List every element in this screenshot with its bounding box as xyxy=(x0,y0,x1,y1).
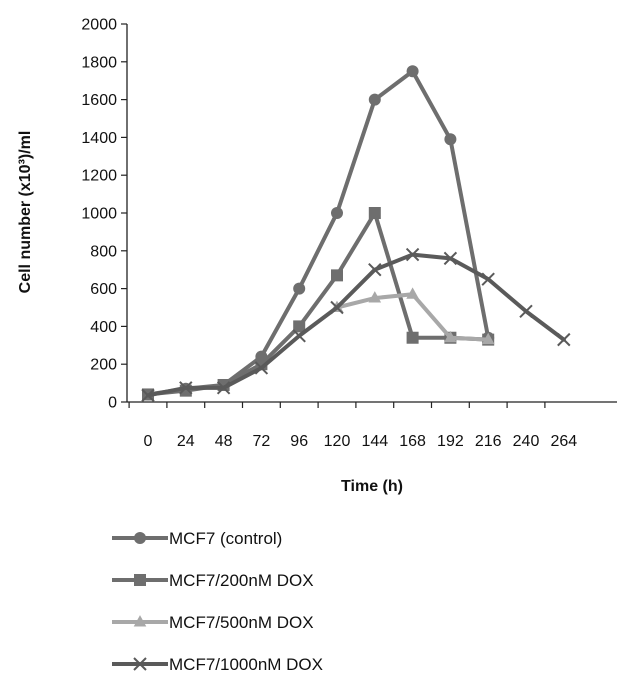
data-point xyxy=(254,361,269,375)
legend-marker xyxy=(133,657,147,671)
legend-item: MCF7/500nM DOX xyxy=(112,613,314,632)
data-point xyxy=(406,331,419,344)
x-tick-label: 240 xyxy=(513,433,540,450)
data-point xyxy=(405,247,420,262)
data-point xyxy=(406,287,419,299)
data-point xyxy=(368,93,381,106)
series-group xyxy=(141,65,571,403)
x-tick-label: 168 xyxy=(399,433,426,450)
x-tick-label: 48 xyxy=(215,433,233,450)
y-tick-label: 1600 xyxy=(81,92,117,109)
data-point xyxy=(179,381,193,395)
legend-label: MCF7/200nM DOX xyxy=(169,571,314,590)
y-tick-label: 0 xyxy=(108,395,117,412)
y-tick-group: 0 200 400 600 800 1000 1200 1400 1600 1800 2000 xyxy=(81,17,127,412)
data-point xyxy=(331,269,343,282)
x-tick-group: 0 24 48 72 96 120 144 168 192 216 240 264 xyxy=(128,402,577,450)
x-axis-title: Time (h) xyxy=(341,478,403,495)
data-point xyxy=(331,207,343,219)
y-tick-label: 1800 xyxy=(81,54,117,71)
data-point xyxy=(293,282,306,295)
data-point xyxy=(330,300,344,315)
series-line xyxy=(146,252,566,398)
data-point xyxy=(481,332,495,345)
series-1 xyxy=(142,65,495,401)
y-tick-label: 1000 xyxy=(81,206,117,223)
y-axis-title: Cell number (x10³)/ml xyxy=(17,131,34,294)
data-point xyxy=(141,388,155,403)
data-point xyxy=(292,329,306,343)
x-tick-label: 120 xyxy=(324,433,351,450)
data-point xyxy=(293,320,306,333)
data-point xyxy=(444,330,457,343)
legend-label: MCF7 (control) xyxy=(169,529,282,548)
x-tick-label: 72 xyxy=(253,433,271,450)
legend-marker xyxy=(134,574,146,586)
legend-item: MCF7/200nM DOX xyxy=(112,571,314,590)
data-point xyxy=(519,304,533,318)
x-tick-label: 264 xyxy=(550,433,577,450)
legend-item: MCF7/1000nM DOX xyxy=(112,655,323,674)
series-4 xyxy=(141,247,571,403)
series-line xyxy=(146,211,491,397)
x-tick-label: 216 xyxy=(475,433,502,450)
y-tick-label: 1200 xyxy=(81,168,117,185)
data-point xyxy=(368,291,382,303)
data-point xyxy=(406,65,419,78)
data-point xyxy=(444,133,457,146)
y-tick-label: 400 xyxy=(90,319,117,336)
x-tick-label: 96 xyxy=(290,433,308,450)
data-point xyxy=(557,332,571,347)
legend-label: MCF7/1000nM DOX xyxy=(169,655,323,674)
y-tick-label: 2000 xyxy=(81,17,117,34)
series-line xyxy=(146,69,491,397)
y-tick-label: 800 xyxy=(90,243,117,260)
legend: MCF7 (control) MCF7/200nM DOX MCF7/500nM D… xyxy=(112,529,323,674)
x-tick-label: 24 xyxy=(177,433,195,450)
x-tick-label: 192 xyxy=(437,433,464,450)
legend-marker xyxy=(133,615,147,627)
data-point xyxy=(481,272,495,286)
data-point xyxy=(216,381,231,395)
data-point xyxy=(368,262,382,277)
legend-item: MCF7 (control) xyxy=(112,529,282,548)
y-tick-label: 1400 xyxy=(81,130,117,147)
y-tick-label: 600 xyxy=(90,281,117,298)
x-tick-label: 144 xyxy=(361,433,388,450)
data-point xyxy=(443,251,458,266)
legend-label: MCF7/500nM DOX xyxy=(169,613,314,632)
data-point xyxy=(368,207,381,219)
series-2 xyxy=(142,207,495,401)
legend-marker xyxy=(134,532,146,544)
x-tick-label: 0 xyxy=(144,433,153,450)
y-tick-label: 200 xyxy=(90,357,117,374)
